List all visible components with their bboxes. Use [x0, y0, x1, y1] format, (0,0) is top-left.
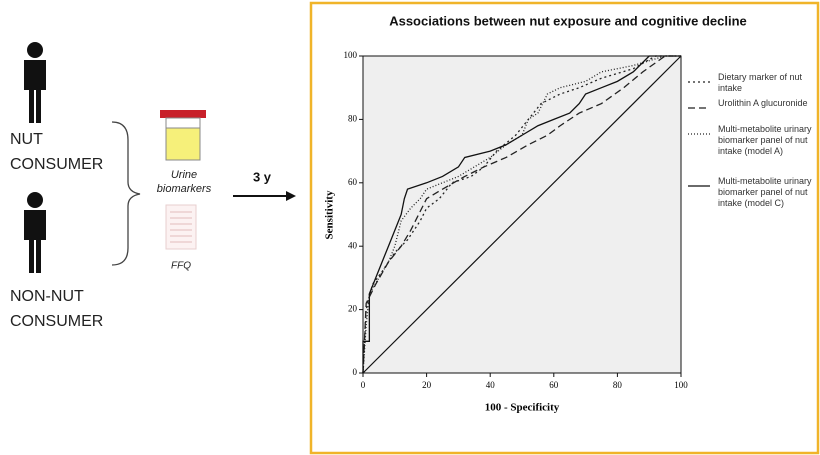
roc-curve	[362, 55, 681, 373]
group-label: CONSUMER	[10, 313, 103, 330]
person-bottom	[24, 192, 46, 273]
plot: 0 20 40 60 80 100 0 20 40 60 80 100	[344, 50, 689, 390]
group-label: CONSUMER	[10, 156, 103, 173]
y-tick-label: 60	[348, 177, 358, 187]
ffq-sheet	[165, 204, 197, 250]
legend-label: Dietary marker of nut intake	[718, 72, 803, 93]
arrow	[233, 191, 296, 201]
y-tick-label: 0	[353, 367, 358, 377]
x-tick-label: 20	[422, 380, 432, 390]
x-tick-label: 80	[613, 380, 623, 390]
y-tick-label: 40	[348, 240, 358, 250]
x-tick-label: 0	[361, 380, 366, 390]
x-tick-label: 60	[549, 380, 559, 390]
y-tick-label: 100	[344, 50, 358, 60]
legend-label: Multi-metabolite urinary biomarker panel…	[718, 124, 812, 156]
chart-frame	[309, 1, 820, 455]
x-axis-label: 100 - Specificity	[485, 402, 560, 414]
y-tick-label: 80	[348, 113, 358, 123]
brace	[111, 121, 141, 266]
person-top	[24, 42, 46, 123]
urine-cup	[160, 110, 206, 161]
y-tick-label: 20	[348, 304, 358, 314]
x-tick-label: 100	[674, 380, 688, 390]
sample-label: biomarkers	[157, 183, 212, 195]
chart-title: Associations between nut exposure and co…	[389, 13, 747, 28]
x-tick-label: 40	[486, 380, 496, 390]
legend-label: Multi-metabolite urinary biomarker panel…	[718, 176, 812, 208]
group-label: NON-NUT	[10, 288, 84, 305]
y-axis-label: Sensitivity	[324, 190, 336, 239]
follow-up-label: 3 y	[253, 169, 272, 184]
reference-line	[362, 55, 682, 374]
legend-label: Urolithin A glucuronide	[718, 98, 808, 108]
group-label: NUT	[10, 131, 43, 148]
roc-curve	[362, 55, 681, 374]
sample-label: Urine	[171, 169, 197, 181]
ffq-label: FFQ	[171, 261, 191, 272]
